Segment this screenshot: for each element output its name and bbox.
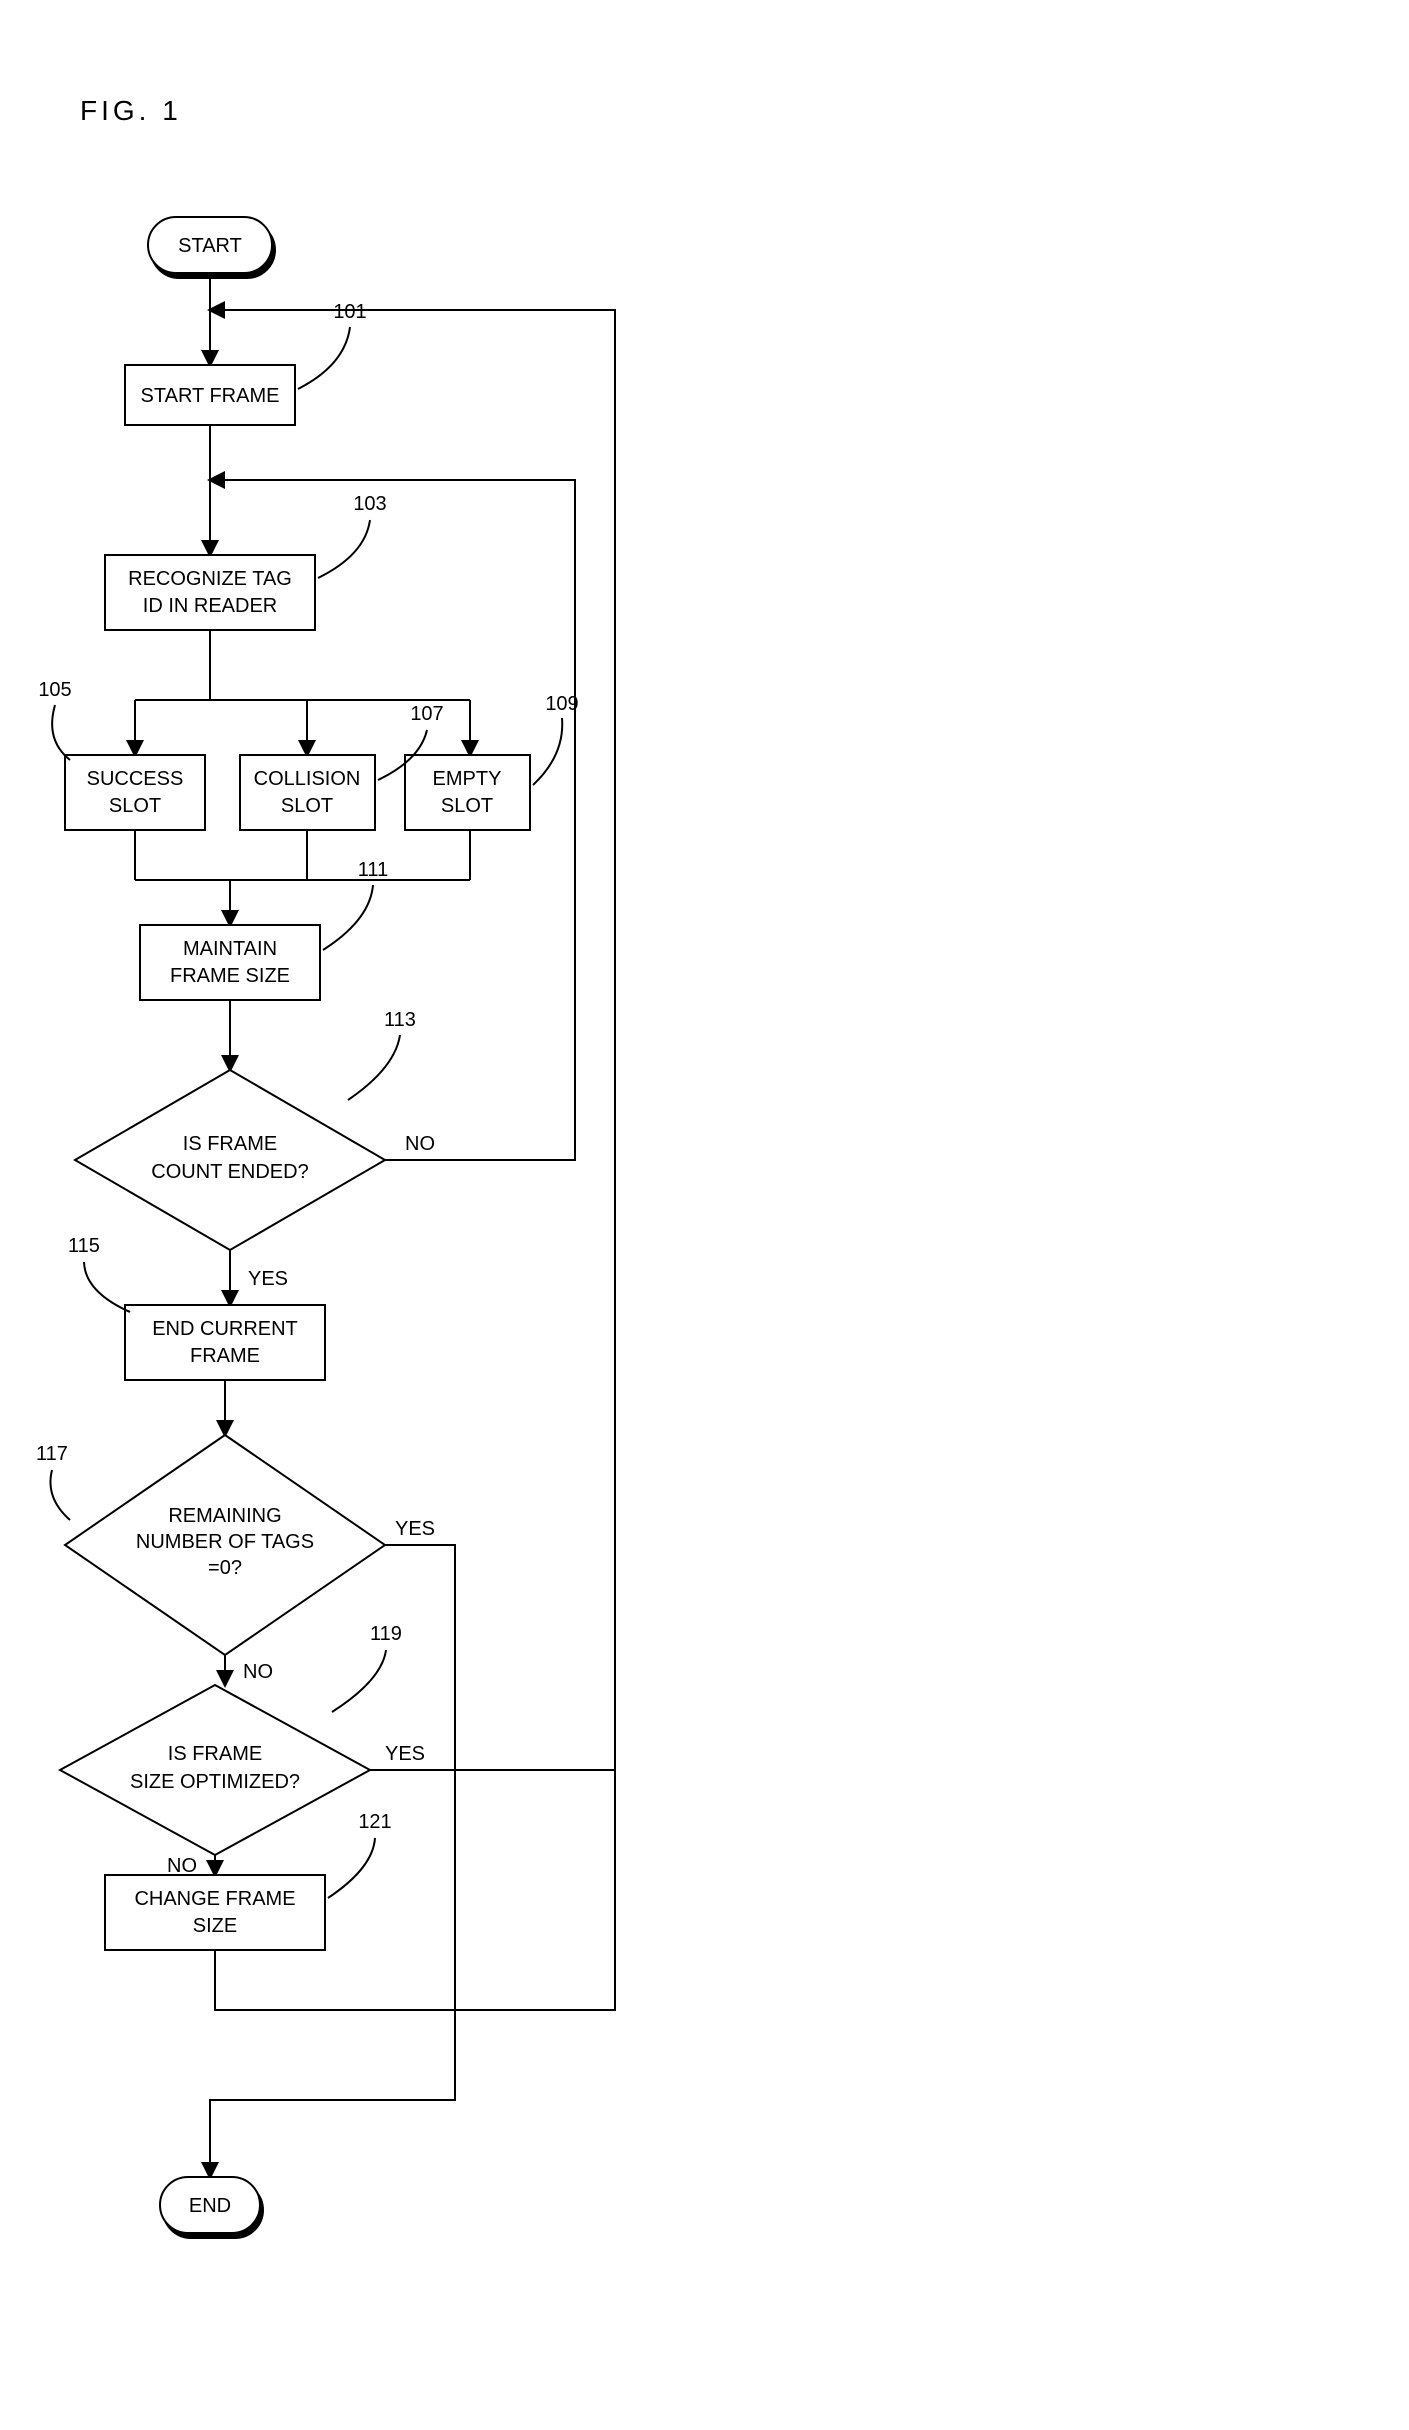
- terminal-end: END: [160, 2177, 263, 2238]
- figure-title: FIG. 1: [80, 95, 182, 126]
- process-115-line2: FRAME: [190, 1345, 260, 1367]
- flowchart-svg: FIG. 1 START START FRAME 101 RECOGNIZE T…: [0, 0, 1409, 2430]
- leader-113: [348, 1035, 400, 1100]
- decision-119-line1: IS FRAME: [168, 1743, 262, 1765]
- decision-119-line2: SIZE OPTIMIZED?: [130, 1771, 300, 1793]
- process-101: START FRAME: [125, 365, 295, 425]
- process-111-line1: MAINTAIN: [183, 938, 277, 960]
- leader-111: [323, 885, 373, 950]
- process-107-line2: SLOT: [281, 795, 333, 817]
- decision-117-line2: NUMBER OF TAGS: [136, 1531, 314, 1553]
- process-105: SUCCESS SLOT: [65, 755, 205, 830]
- terminal-start-label: START: [178, 235, 242, 257]
- process-109-line2: SLOT: [441, 795, 493, 817]
- edge-117-yes-label: YES: [395, 1518, 435, 1540]
- process-103: RECOGNIZE TAG ID IN READER: [105, 555, 315, 630]
- process-111-line2: FRAME SIZE: [170, 965, 290, 987]
- edge-113-no-label: NO: [405, 1133, 435, 1155]
- decision-113: IS FRAME COUNT ENDED?: [75, 1070, 385, 1250]
- leader-101: [298, 327, 350, 389]
- edge-119-no-label: NO: [167, 1855, 197, 1877]
- ref-107: 107: [410, 703, 443, 725]
- ref-113: 113: [384, 1009, 416, 1031]
- edge-119-yes-label: YES: [385, 1743, 425, 1765]
- edge-113-yes: YES: [230, 1250, 288, 1305]
- process-105-line1: SUCCESS: [87, 768, 184, 790]
- ref-109: 109: [545, 693, 578, 715]
- leader-105: [52, 705, 70, 760]
- process-101-label: START FRAME: [141, 385, 280, 407]
- process-121-line1: CHANGE FRAME: [134, 1888, 295, 1910]
- decision-117-line1: REMAINING: [168, 1505, 281, 1527]
- edge-119-no: NO: [167, 1855, 215, 1877]
- leader-119: [332, 1650, 386, 1712]
- leader-109: [533, 718, 562, 785]
- ref-105: 105: [38, 679, 71, 701]
- ref-117: 117: [36, 1443, 68, 1465]
- process-107-line1: COLLISION: [254, 768, 361, 790]
- process-109-line1: EMPTY: [433, 768, 502, 790]
- ref-121: 121: [358, 1811, 391, 1833]
- edge-117-no: NO: [225, 1655, 273, 1685]
- leader-103: [318, 520, 370, 578]
- leader-117: [50, 1470, 70, 1520]
- ref-115: 115: [68, 1235, 100, 1257]
- process-103-line1: RECOGNIZE TAG: [128, 568, 292, 590]
- process-109: EMPTY SLOT: [405, 755, 530, 830]
- process-115-line1: END CURRENT: [152, 1318, 298, 1340]
- decision-113-line2: COUNT ENDED?: [151, 1161, 308, 1183]
- process-121: CHANGE FRAME SIZE: [105, 1875, 325, 1950]
- terminal-end-label: END: [189, 2195, 231, 2217]
- ref-103: 103: [353, 493, 386, 515]
- edge-117-no-label: NO: [243, 1661, 273, 1683]
- process-107: COLLISION SLOT: [240, 755, 375, 830]
- decision-117-line3: =0?: [208, 1557, 242, 1579]
- process-103-line2: ID IN READER: [143, 595, 277, 617]
- decision-119: IS FRAME SIZE OPTIMIZED?: [60, 1685, 370, 1855]
- terminal-start: START: [148, 217, 275, 278]
- process-111: MAINTAIN FRAME SIZE: [140, 925, 320, 1000]
- process-121-line2: SIZE: [193, 1915, 237, 1937]
- process-115: END CURRENT FRAME: [125, 1305, 325, 1380]
- ref-119: 119: [370, 1623, 402, 1645]
- decision-117: REMAINING NUMBER OF TAGS =0?: [65, 1435, 385, 1655]
- process-105-line2: SLOT: [109, 795, 161, 817]
- ref-101: 101: [333, 301, 366, 323]
- edge-113-yes-label: YES: [248, 1268, 288, 1290]
- decision-113-line1: IS FRAME: [183, 1133, 277, 1155]
- leader-115: [84, 1262, 130, 1312]
- leader-121: [328, 1838, 375, 1898]
- ref-111: 111: [358, 859, 388, 881]
